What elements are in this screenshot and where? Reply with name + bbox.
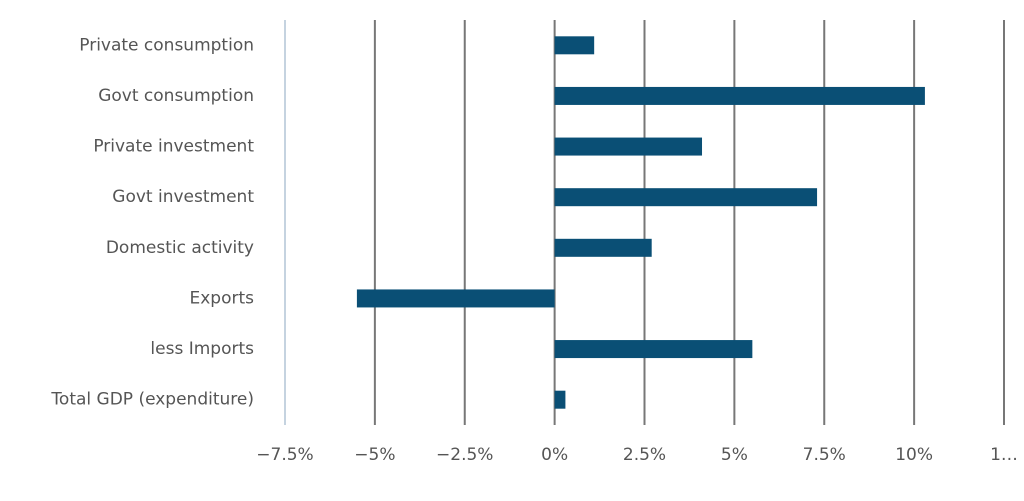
x-tick-label: −2.5%	[436, 445, 493, 465]
y-tick-label: Total GDP (expenditure)	[50, 390, 254, 410]
y-tick-label: Private investment	[93, 137, 254, 157]
y-tick-label: Domestic activity	[106, 238, 254, 258]
x-tick-label: 2.5%	[623, 445, 666, 465]
bar	[554, 86, 925, 105]
bar	[554, 36, 595, 55]
y-tick-label: Govt consumption	[98, 86, 254, 106]
x-tick-label: 1…	[990, 445, 1018, 465]
bar	[554, 137, 703, 156]
x-tick-label: 5%	[721, 445, 748, 465]
y-tick-label: Exports	[189, 288, 254, 308]
y-tick-label: Govt investment	[112, 187, 254, 207]
y-tick-label: less Imports	[150, 339, 254, 359]
bar	[554, 340, 753, 359]
y-tick-label: Private consumption	[79, 35, 254, 55]
x-tick-label: 10%	[895, 445, 933, 465]
bar	[554, 188, 818, 207]
x-tick-label: −5%	[354, 445, 395, 465]
x-tick-label: −7.5%	[256, 445, 313, 465]
bar	[356, 289, 555, 308]
x-tick-label: 7.5%	[803, 445, 846, 465]
bar	[554, 390, 566, 409]
x-tick-label: 0%	[541, 445, 568, 465]
bar	[554, 238, 652, 257]
